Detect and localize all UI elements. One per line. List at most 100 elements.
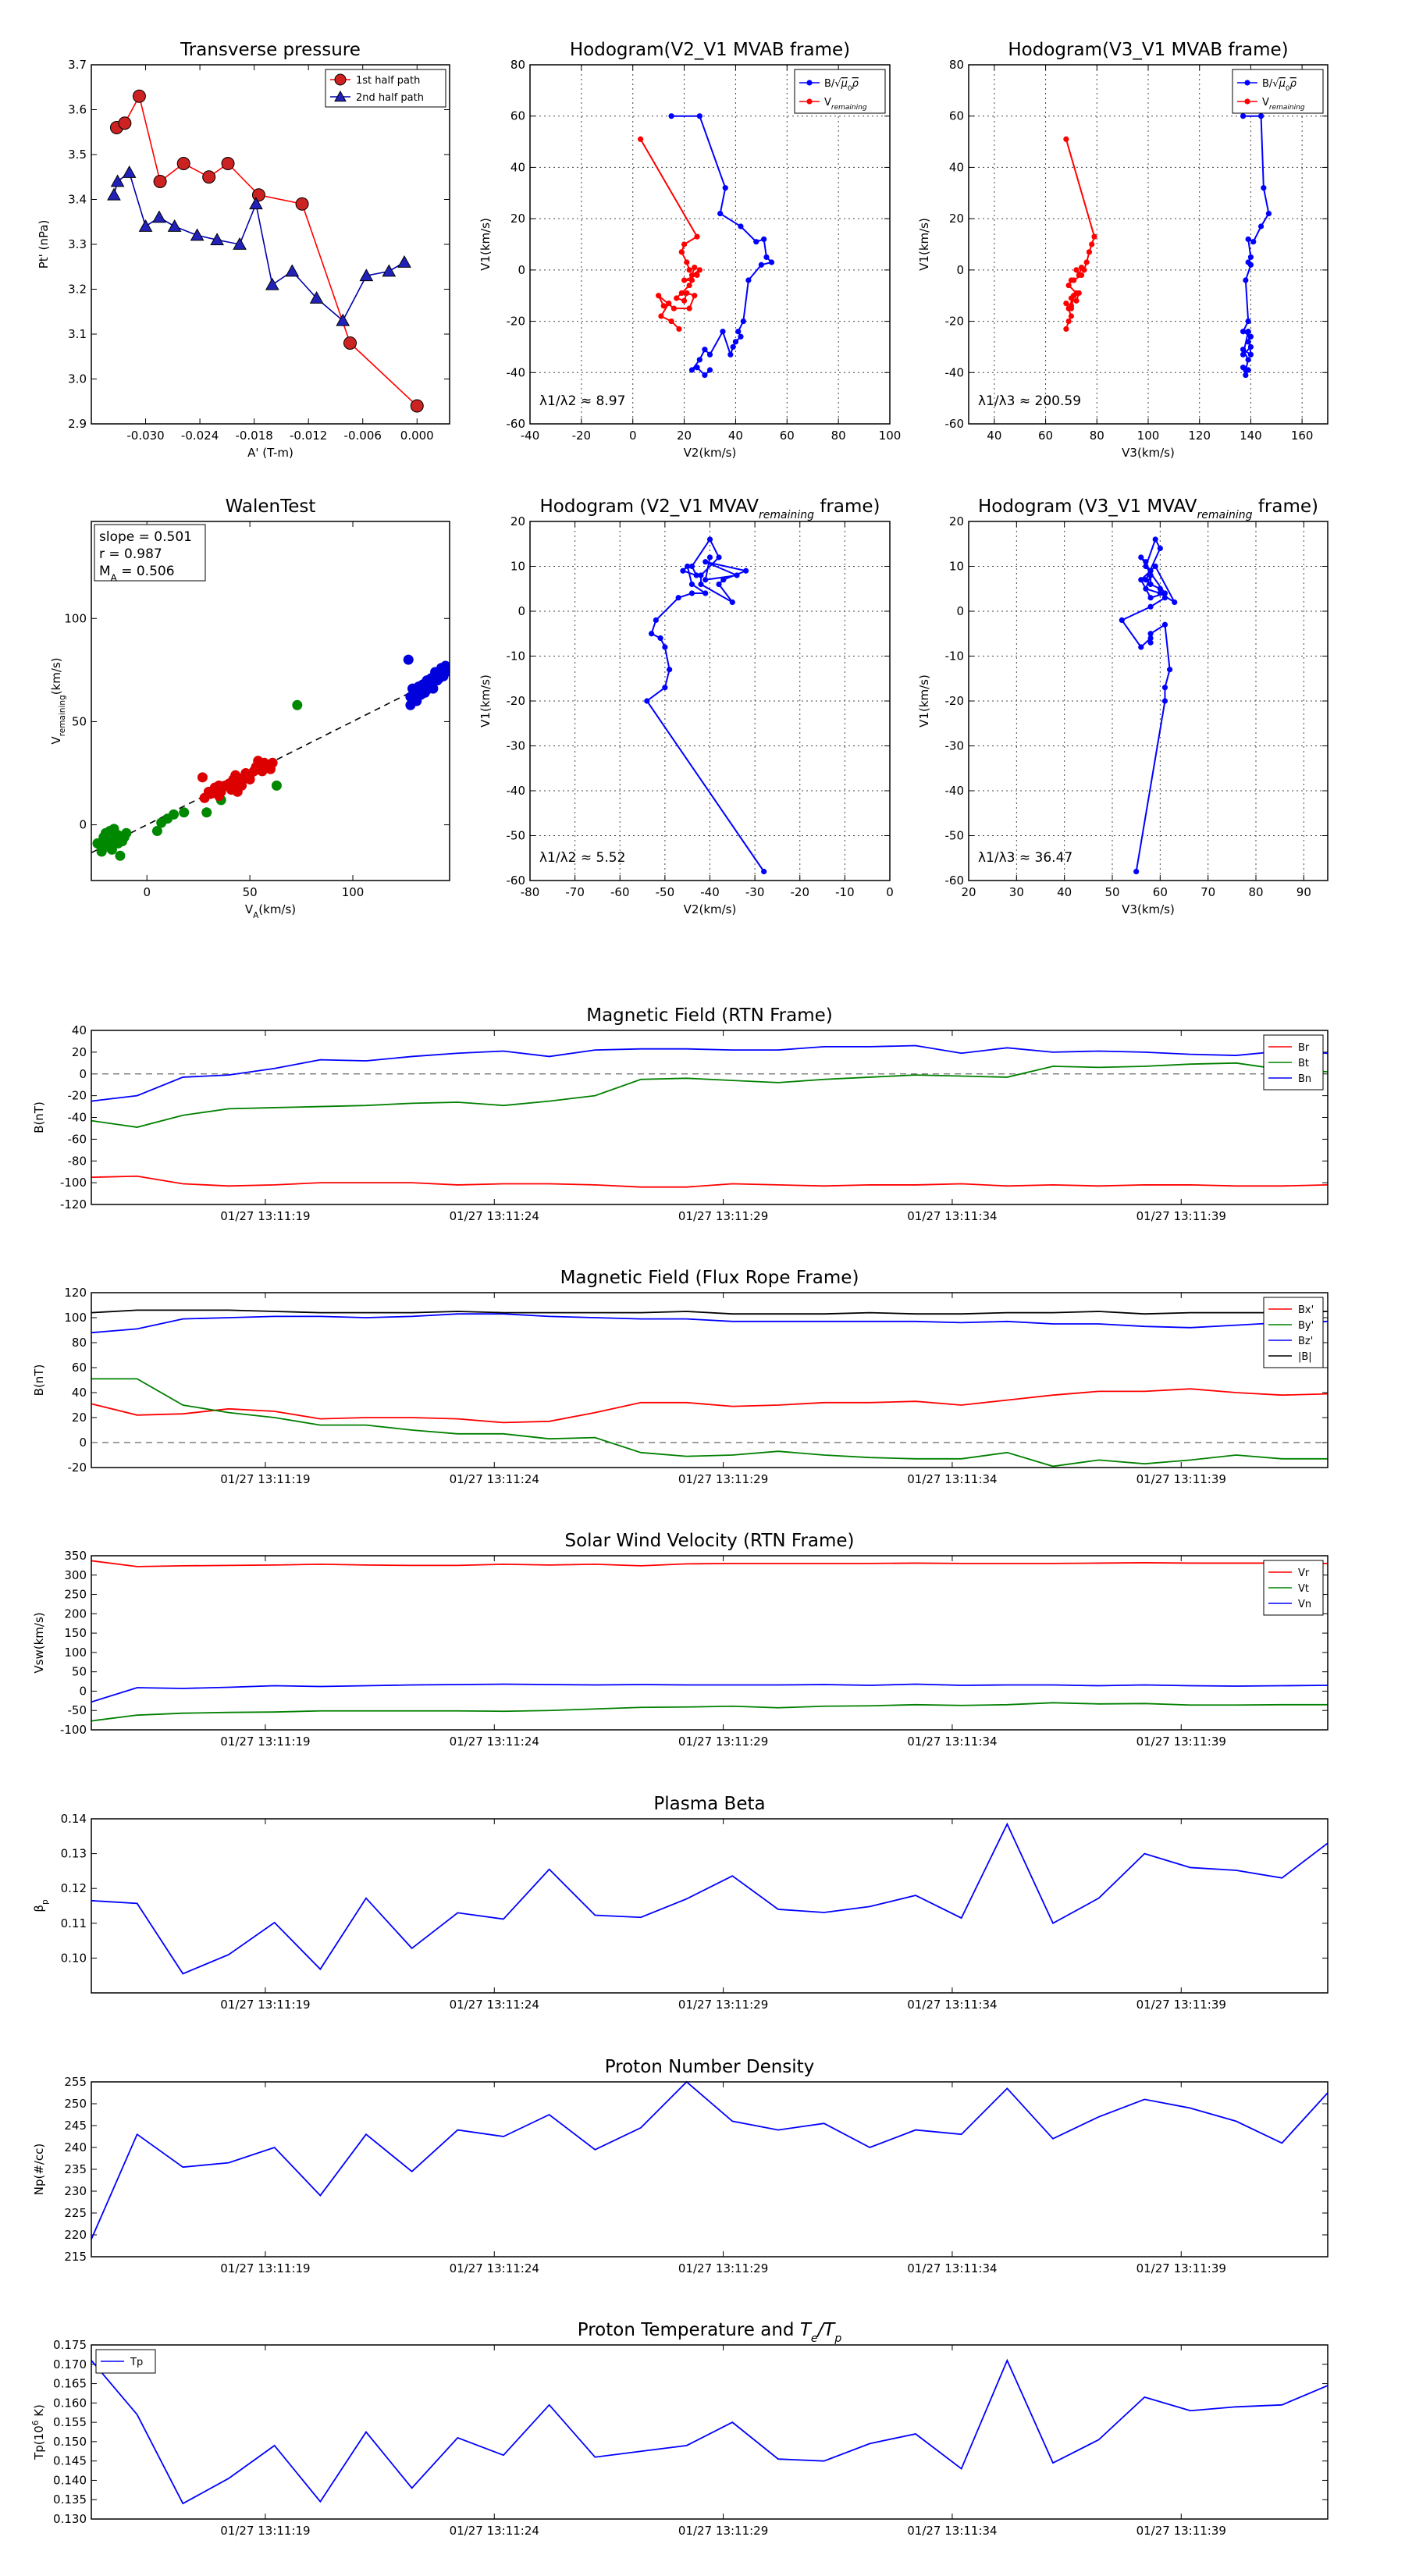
y-axis-label: Vremaining(km/s) [49, 657, 67, 744]
y-axis-label-part: Vsw(km/s) [32, 1612, 46, 1673]
data-point [1265, 210, 1272, 217]
x-tick-label: 01/27 13:11:19 [220, 1472, 310, 1486]
y-tick-label: -10 [507, 649, 526, 664]
series-line-4 [91, 1309, 1329, 1315]
legend: Bx' By' Bz' |B| [1263, 1297, 1324, 1368]
chart-transverse-pressure: -0.030 -0.024 -0.018 -0.012 -0.006 0.000 2.9 3.… [37, 40, 450, 460]
legend-marker [334, 73, 347, 86]
y-tick-label: 80 [510, 58, 525, 72]
legend-label-part: V [824, 97, 831, 109]
y-axis-label-part: B(nT) [32, 1364, 46, 1397]
x-tick-label: -0.024 [181, 429, 219, 443]
y-tick-label: -100 [60, 1723, 87, 1737]
legend-marker [1244, 80, 1250, 86]
series-line-1 [91, 2080, 1329, 2240]
series-line-1 [91, 1560, 1329, 1567]
series-line-3 [91, 1044, 1329, 1102]
y-tick-label: -20 [507, 315, 526, 329]
x-tick-label: -20 [572, 429, 592, 443]
data-point [221, 157, 235, 170]
y-tick-label: 220 [64, 2228, 87, 2242]
x-tick-label: 01/27 13:11:39 [1136, 2524, 1226, 2538]
data-point [343, 336, 357, 350]
data-point [1147, 639, 1154, 646]
data-point [675, 595, 681, 601]
data-point [656, 293, 662, 299]
legend-label: Tp [130, 2357, 143, 2368]
series-line-2 [91, 1062, 1329, 1128]
data-point [232, 786, 243, 797]
data-point [1247, 254, 1254, 261]
legend-label: Vn [1298, 1599, 1311, 1610]
data-point [1071, 293, 1077, 299]
data-point [1250, 239, 1257, 245]
legend-label: Bx' [1298, 1304, 1314, 1316]
data-point [678, 290, 685, 297]
legend-label: B/√μ0ρ [1262, 78, 1297, 93]
x-tick-label: 01/27 13:11:29 [678, 1735, 768, 1749]
chart-h4: 20 30 40 50 60 70 80 90 -60 -50 -40 -30 -20 -10 0 10 20 V… [917, 496, 1329, 916]
data-point [686, 305, 692, 311]
x-tick-label: 01/27 13:11:39 [1136, 1735, 1226, 1749]
y-tick-label: 300 [64, 1568, 87, 1582]
data-point [1078, 264, 1085, 271]
legend-marker [1244, 98, 1250, 105]
data-point [653, 617, 659, 624]
data-point [696, 267, 702, 273]
chart-title: Magnetic Field (Flux Rope Frame) [560, 1268, 859, 1288]
data-point [658, 313, 664, 319]
y-tick-label: -50 [945, 829, 965, 843]
data-point [678, 249, 685, 255]
y-tick-label: 0.10 [61, 1951, 87, 1965]
data-point [1152, 536, 1158, 543]
data-point [729, 599, 735, 606]
data-point [688, 367, 695, 373]
data-point [688, 272, 695, 279]
data-point [1240, 351, 1247, 358]
x-tick-label: 100 [879, 429, 902, 443]
y-tick-label: 0.145 [53, 2454, 87, 2468]
data-point [108, 824, 119, 834]
y-tick-label: -60 [507, 873, 526, 888]
data-point [644, 698, 650, 704]
data-point [115, 850, 126, 861]
chart-title-end: frame) [1253, 496, 1319, 517]
x-tick-label: 01/27 13:11:19 [220, 2524, 310, 2538]
legend-label: 1st half path [356, 75, 420, 87]
x-tick-label: 50 [1104, 885, 1119, 899]
data-point [688, 590, 695, 596]
data-point [686, 267, 692, 273]
legend-label-part: B/√ [824, 78, 841, 90]
x-tick-label: 01/27 13:11:24 [450, 1209, 539, 1223]
x-tick-label: 100 [342, 885, 365, 899]
legend: Vr Vt Vn [1263, 1560, 1324, 1616]
data-point [734, 572, 740, 578]
x-tick-label: 140 [1240, 429, 1262, 443]
data-point [761, 868, 767, 875]
x-tick-label: 01/27 13:11:19 [220, 1735, 310, 1749]
chart-beta: 0.10 0.11 0.12 0.13 0.14 01/27 13:11:19 01/27 … [32, 1794, 1329, 2012]
y-tick-label: 250 [64, 2097, 87, 2111]
y-tick-label: 0.170 [53, 2357, 87, 2371]
data-point [201, 807, 212, 818]
x-axis-label-part: (km/s) [258, 902, 296, 916]
data-point [295, 197, 309, 211]
data-point [1240, 329, 1247, 335]
y-tick-label: 240 [64, 2140, 87, 2154]
y-axis-label: V1(km/s) [478, 218, 493, 271]
x-tick-label: 01/27 13:11:29 [678, 1209, 768, 1223]
chart-title-math: T [800, 2320, 813, 2340]
data-point [657, 635, 663, 642]
x-tick-label: 01/27 13:11:24 [450, 1998, 539, 2012]
data-point [153, 175, 167, 188]
data-point [132, 89, 146, 103]
y-tick-label: 3.6 [68, 103, 87, 117]
x-tick-label: 01/27 13:11:39 [1136, 1998, 1226, 2012]
chart-title-text: Plasma Beta [653, 1794, 765, 1814]
x-tick-label: 80 [831, 429, 846, 443]
data-point [667, 667, 673, 673]
y-tick-label: 0.140 [53, 2473, 87, 2487]
y-tick-label: 0.14 [61, 1812, 87, 1826]
data-point [167, 219, 182, 232]
y-tick-label: 0.135 [53, 2492, 87, 2507]
